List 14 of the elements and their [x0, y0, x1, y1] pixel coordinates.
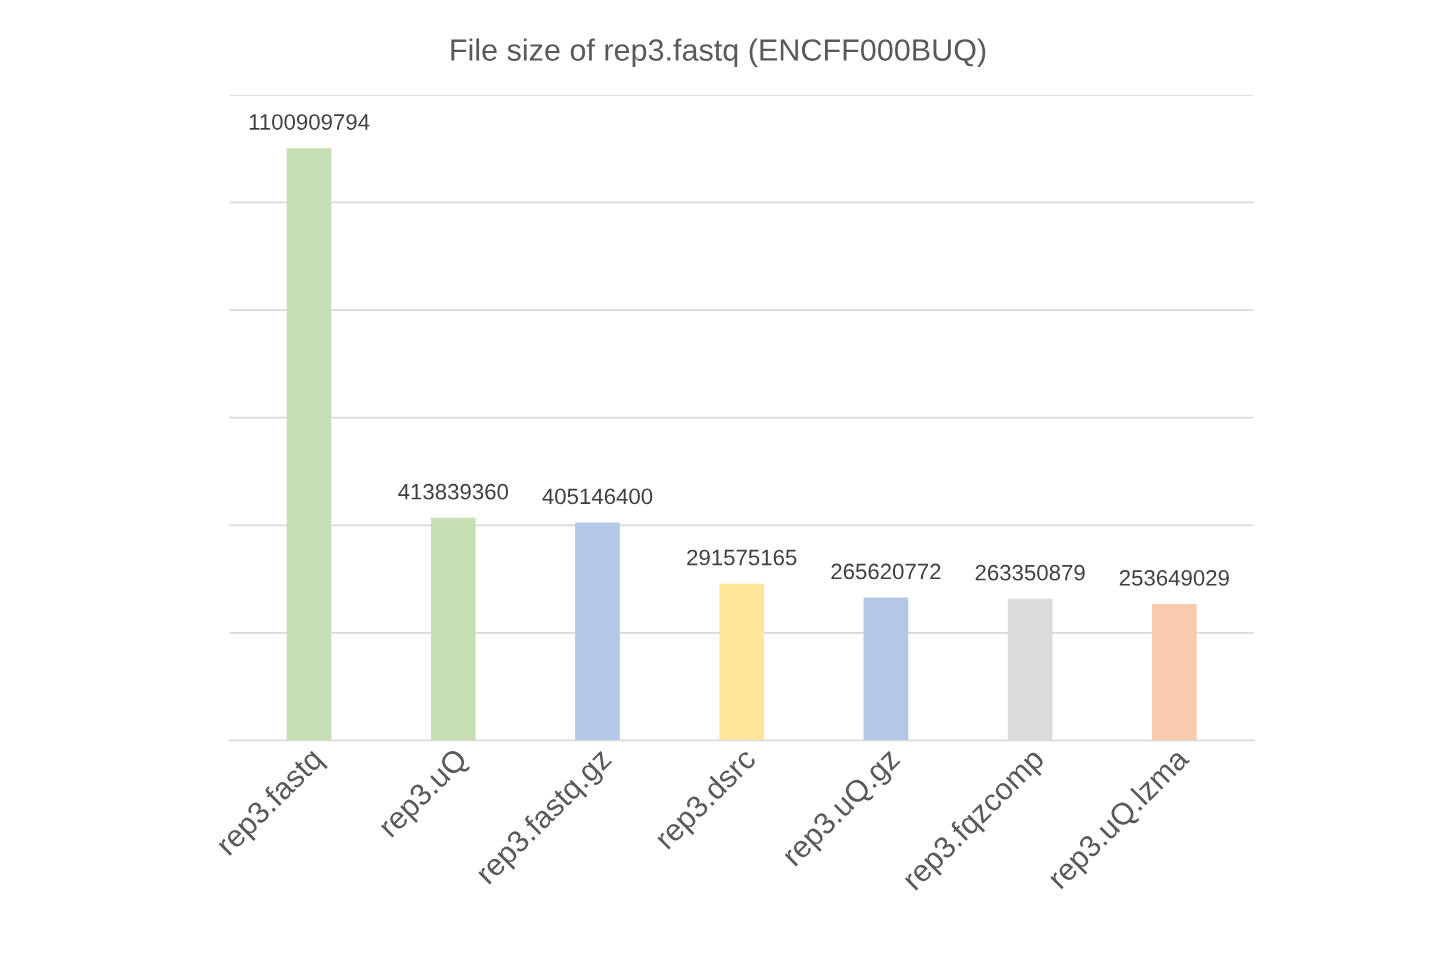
bar [1151, 604, 1197, 741]
bar [430, 517, 476, 741]
data-label: 291575165 [687, 549, 797, 566]
data-label: 405146400 [542, 488, 653, 505]
data-label: 253649029 [1119, 570, 1229, 586]
bar [286, 148, 332, 741]
chart-title: File size of rep3.fastq (ENCFF000BUQ) [451, 38, 986, 67]
bar [575, 522, 620, 741]
data-label: 265620772 [831, 563, 941, 580]
data-label: 263350879 [975, 564, 1085, 581]
bar [863, 597, 909, 741]
data-label: 413839360 [398, 483, 509, 500]
data-label: 1100909794 [249, 114, 370, 130]
bar [719, 583, 765, 741]
